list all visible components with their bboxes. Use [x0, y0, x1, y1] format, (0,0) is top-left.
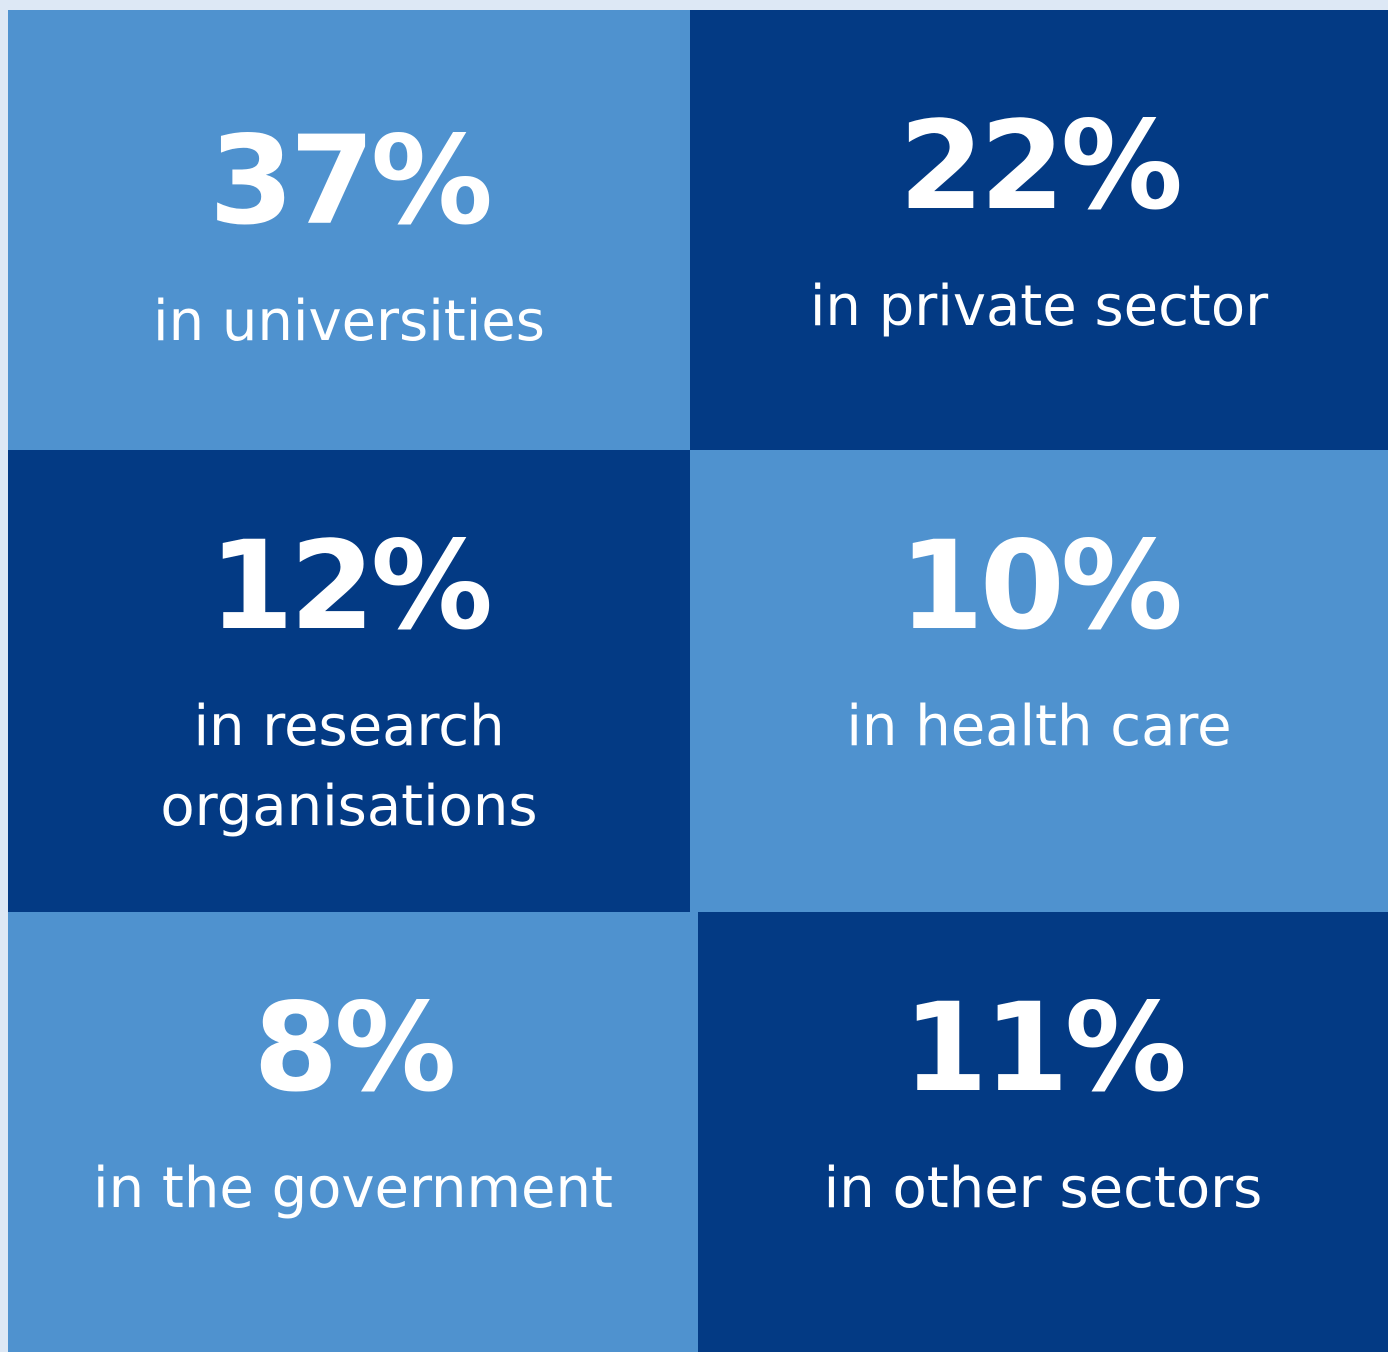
stat-value: 12% — [208, 515, 493, 657]
stat-tile: 12% in research organisations — [8, 450, 690, 912]
stat-tile: 10% in health care — [690, 450, 1388, 912]
stat-label: in health care — [846, 694, 1232, 759]
stat-tile: 22% in private sector — [690, 10, 1388, 450]
stat-label: in private sector — [809, 274, 1269, 339]
stat-value: 37% — [208, 110, 493, 252]
stat-tile: 11% in other sectors — [698, 912, 1388, 1352]
stat-label: in the government — [93, 1156, 613, 1221]
stat-label: in research organisations — [160, 694, 538, 839]
stat-tile: 37% in universities — [8, 10, 690, 450]
stat-value: 22% — [898, 95, 1183, 237]
stat-value: 11% — [902, 977, 1187, 1119]
stat-label: in other sectors — [823, 1156, 1263, 1221]
stat-value: 10% — [898, 515, 1183, 657]
stat-tile: 8% in the government — [8, 912, 698, 1352]
stat-label: in universities — [153, 289, 545, 354]
stat-grid: 37% in universities 22% in private sector 12… — [8, 10, 1388, 1352]
stat-value: 8% — [253, 977, 456, 1119]
